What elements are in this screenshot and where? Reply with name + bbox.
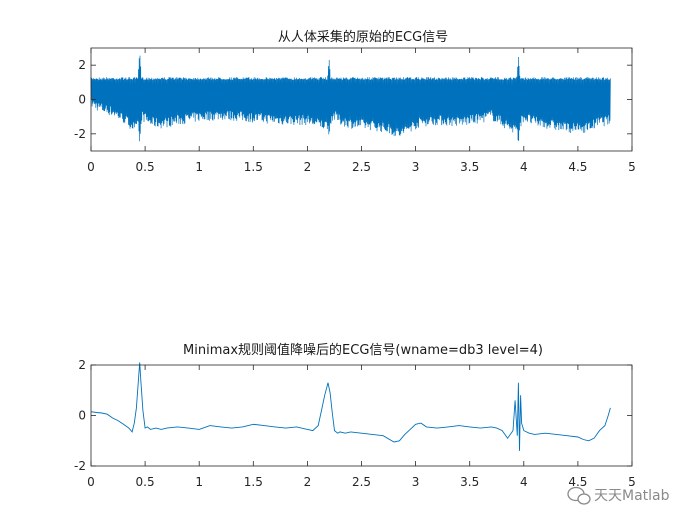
denoised-ecg-title: Minimax规则阈值降噪后的ECG信号(wname=db3 level=4) (183, 342, 543, 358)
raw-ecg-xtick-label: 2.5 (352, 160, 371, 174)
raw-ecg-xtick-label: 4 (520, 160, 528, 174)
raw-ecg-xtick-label: 3 (412, 160, 420, 174)
raw-ecg-ytick-label: -2 (74, 127, 86, 141)
raw-ecg-ticks: 0 0.5 1 1.5 2 2.5 3 3.5 4 4.5 5 2 0 -2 (74, 48, 636, 174)
denoised-ecg-series-line (90, 362, 611, 451)
watermark: 天天Matlab (567, 486, 670, 505)
wechat-icon (567, 486, 591, 505)
denoised-ecg-xtick-label: 0 (87, 475, 95, 489)
denoised-ecg-xtick-label: 0.5 (136, 475, 155, 489)
raw-ecg-chart: 从人体采集的原始的ECG信号 0 0.5 1 1.5 2 2.5 3 3.5 4 4.5 5 2 0 -2 (74, 29, 636, 174)
denoised-ecg-ytick-label: -2 (74, 459, 86, 473)
denoised-ecg-xtick-label: 1.5 (244, 475, 263, 489)
raw-ecg-xtick-label: 5 (628, 160, 636, 174)
denoised-ecg-signal (90, 362, 611, 451)
raw-ecg-xtick-label: 1 (195, 160, 203, 174)
watermark-text: 天天Matlab (594, 488, 670, 504)
raw-ecg-xtick-label: 1.5 (244, 160, 263, 174)
raw-ecg-ytick-label: 2 (78, 58, 86, 72)
denoised-ecg-xtick-label: 2.5 (352, 475, 371, 489)
denoised-ecg-xtick-label: 3 (412, 475, 420, 489)
denoised-ecg-xtick-label: 4 (520, 475, 528, 489)
raw-ecg-xtick-label: 2 (304, 160, 312, 174)
raw-ecg-ytick-label: 0 (78, 93, 86, 107)
denoised-ecg-ytick-label: 2 (78, 358, 86, 372)
raw-ecg-title: 从人体采集的原始的ECG信号 (278, 29, 448, 45)
raw-ecg-xtick-label: 0.5 (136, 160, 155, 174)
denoised-ecg-xtick-label: 4.5 (568, 475, 587, 489)
denoised-ecg-xtick-label: 2 (304, 475, 312, 489)
raw-ecg-signal (90, 55, 611, 142)
denoised-ecg-ticks: 0 0.5 1 1.5 2 2.5 3 3.5 4 4.5 520-2 (74, 358, 636, 489)
raw-ecg-xtick-label: 3.5 (460, 160, 479, 174)
denoised-ecg-xtick-label: 3.5 (460, 475, 479, 489)
denoised-ecg-xtick-label: 1 (195, 475, 203, 489)
denoised-ecg-xtick-label: 5 (628, 475, 636, 489)
denoised-ecg-ytick-label: 0 (78, 409, 86, 423)
raw-ecg-xtick-label: 4.5 (568, 160, 587, 174)
raw-ecg-xtick-label: 0 (87, 160, 95, 174)
denoised-ecg-chart: Minimax规则阈值降噪后的ECG信号(wname=db3 level=4) … (74, 342, 636, 489)
raw-ecg-series-line (90, 55, 611, 142)
